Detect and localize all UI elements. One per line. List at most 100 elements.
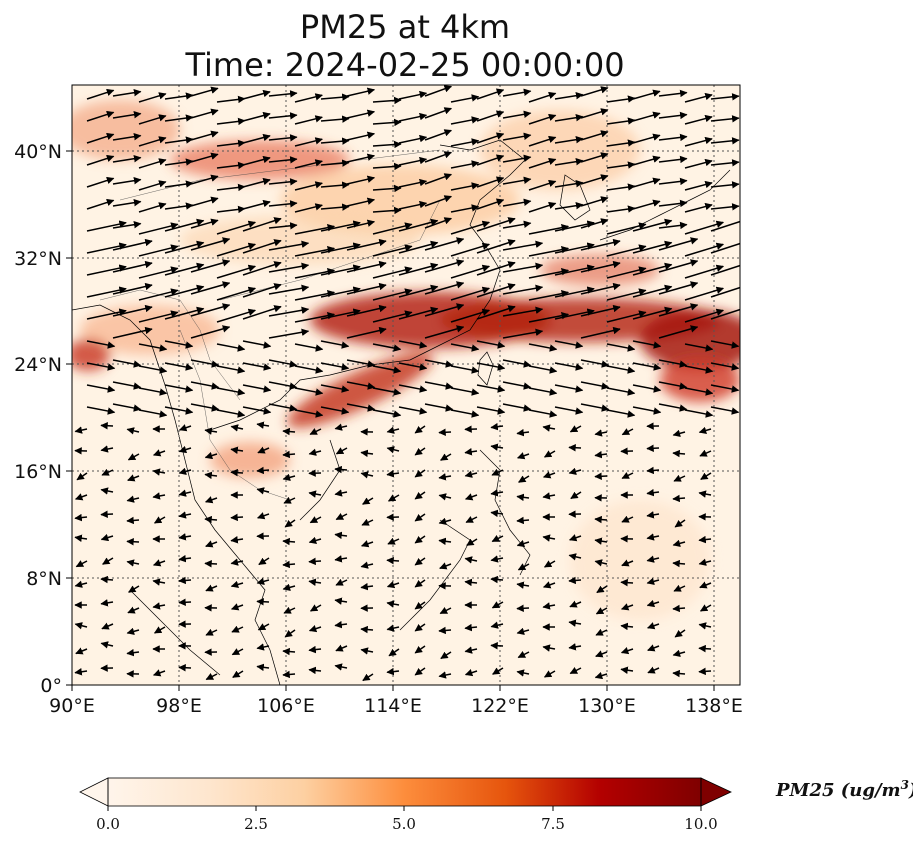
wind-arrow: [152, 468, 166, 476]
wind-arrow: [164, 218, 205, 232]
wind-arrow: [268, 284, 310, 295]
lat-tick-label: 40°N: [14, 141, 62, 163]
wind-arrow: [568, 443, 582, 452]
wind-arrow: [372, 288, 413, 301]
wind-arrow: [632, 362, 662, 371]
wind-arrow: [112, 154, 142, 163]
wind-arrow: [282, 427, 296, 436]
wind-arrow: [554, 135, 584, 144]
wind-arrow: [502, 176, 532, 185]
wind-arrow: [216, 161, 246, 170]
wind-arrow: [450, 365, 480, 374]
wind-arrow: [268, 200, 298, 208]
wind-arrow: [164, 284, 205, 298]
wind-arrow: [268, 359, 298, 368]
wind-arrow: [464, 470, 478, 478]
wind-arrow: [554, 406, 584, 415]
wind-arrow: [414, 447, 426, 456]
wind-arrow: [282, 647, 296, 656]
wind-arrow: [294, 93, 323, 103]
wind-arrow: [230, 603, 244, 611]
wind-arrow: [542, 471, 556, 479]
wind-arrow: [620, 578, 634, 587]
wind-arrow: [164, 158, 194, 166]
wind-arrow: [450, 204, 480, 213]
colorbar-tick-label: 2.5: [244, 815, 268, 833]
wind-arrow: [86, 198, 115, 210]
wind-arrow: [320, 264, 361, 276]
wind-arrow: [153, 626, 166, 634]
wind-arrow: [414, 601, 426, 610]
wind-arrow: [502, 262, 544, 273]
wind-arrow: [127, 474, 140, 482]
wind-arrow: [242, 261, 282, 276]
wind-arrow: [294, 311, 336, 323]
wind-arrow: [580, 359, 610, 368]
map-time: Time: 2024-02-25 00:00:00: [185, 46, 625, 84]
wind-arrow: [242, 199, 271, 210]
wind-arrow: [464, 578, 478, 587]
wind-arrow: [86, 384, 116, 393]
wind-arrow: [360, 625, 374, 634]
wind-arrow: [580, 218, 609, 229]
colorbar-tick-label: 5.0: [392, 815, 416, 833]
wind-arrow: [372, 310, 413, 323]
wind-arrow: [204, 471, 218, 480]
wind-arrow: [684, 202, 713, 213]
wind-arrow: [268, 90, 298, 98]
wind-arrow: [528, 113, 557, 125]
wind-arrow: [554, 264, 595, 276]
wind-arrow: [684, 158, 713, 169]
wind-arrow: [606, 288, 647, 301]
wind-arrow: [606, 244, 647, 257]
wind-arrow: [502, 154, 532, 163]
wind-arrow: [100, 575, 114, 584]
wind-arrow: [100, 641, 114, 649]
wind-arrow: [698, 644, 712, 653]
wind-arrow: [242, 217, 282, 232]
wind-arrow: [580, 86, 609, 97]
wind-arrow: [672, 604, 686, 613]
wind-arrow: [554, 91, 584, 100]
wind-arrow: [282, 670, 296, 679]
wind-arrow: [372, 222, 413, 235]
wind-arrow: [414, 579, 426, 588]
wind-arrow: [216, 242, 257, 257]
wind-arrow: [516, 581, 530, 589]
wind-arrow: [492, 667, 504, 675]
wind-arrow: [710, 308, 740, 320]
wind-arrow: [424, 85, 453, 97]
wind-arrow: [398, 218, 439, 232]
wind-arrow: [372, 206, 402, 215]
wind-arrow: [190, 325, 231, 339]
wind-arrow: [138, 387, 168, 396]
wind-arrow: [346, 326, 387, 339]
wind-arrow: [476, 198, 505, 210]
wind-arrow: [580, 326, 621, 339]
wind-arrow: [230, 558, 244, 566]
wind-arrow: [476, 88, 505, 100]
wind-arrow: [476, 283, 516, 298]
wind-arrow: [658, 381, 688, 390]
wind-arrow: [621, 428, 634, 436]
wind-arrow: [476, 384, 506, 393]
wind-arrow: [126, 648, 140, 657]
wind-arrow: [698, 535, 712, 544]
wind-arrow: [528, 245, 570, 257]
wind-arrow: [74, 534, 88, 542]
wind-arrow: [502, 132, 532, 141]
wind-arrow: [138, 202, 167, 213]
wind-arrow: [450, 160, 480, 169]
wind-arrow: [127, 453, 140, 461]
wind-arrow: [164, 384, 194, 393]
wind-arrow: [178, 554, 192, 563]
wind-arrow: [242, 283, 282, 298]
lon-tick-label: 90°E: [49, 695, 95, 717]
wind-arrow: [414, 425, 426, 434]
wind-arrow: [606, 310, 647, 323]
wind-arrow: [502, 220, 532, 229]
wind-arrow: [580, 238, 621, 251]
wind-arrow: [672, 669, 686, 678]
wind-arrow: [595, 607, 608, 615]
wind-arrow: [632, 384, 662, 393]
